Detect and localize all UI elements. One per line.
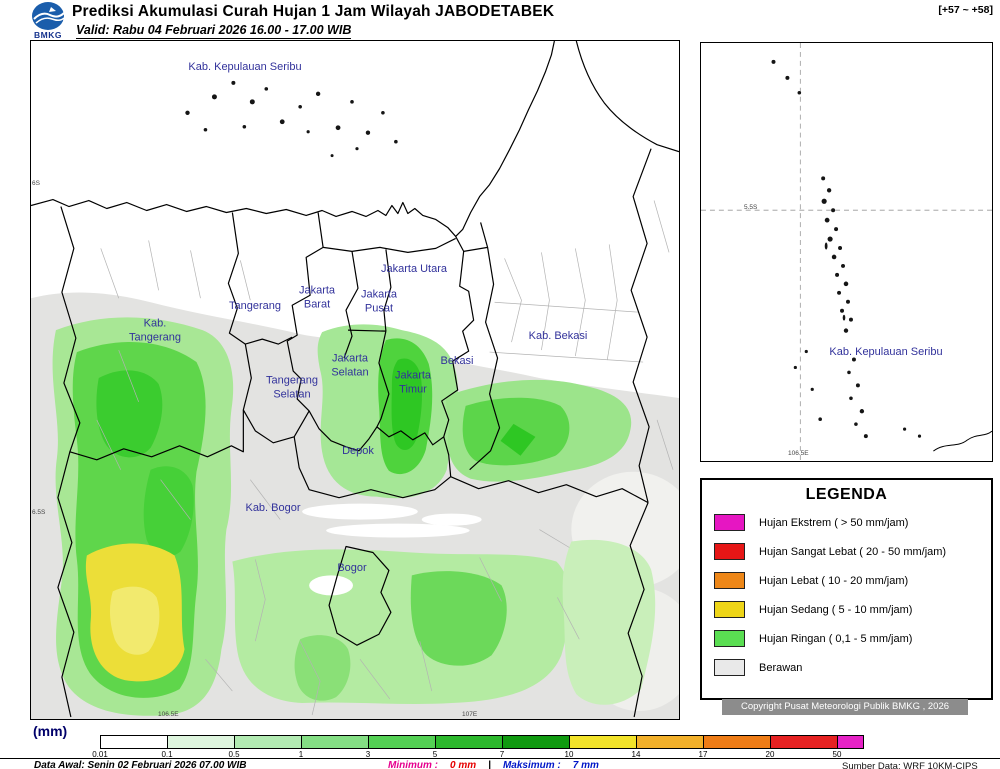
depok-outline [293, 436, 452, 499]
map-label-jakarta-barat: Jakarta Barat [298, 284, 336, 310]
coastline-east [575, 40, 680, 153]
legend-swatch [714, 543, 745, 560]
main-map [30, 40, 697, 720]
map-label-bogor: Bogor [337, 562, 367, 575]
bogor-bekasi-boundary [450, 476, 649, 504]
map-label-kab-bogor: Kab. Bogor [245, 502, 301, 515]
clear-patches [302, 503, 482, 596]
legend-row: Hujan Ringan ( 0,1 - 5 mm/jam) [702, 624, 991, 653]
legend-label: Hujan Sedang ( 5 - 10 mm/jam) [759, 603, 913, 616]
page-title: Prediksi Akumulasi Curah Hujan 1 Jam Wil… [72, 3, 555, 20]
legend-label: Hujan Sangat Lebat ( 20 - 50 mm/jam) [759, 545, 947, 558]
valid-time: Valid: Rabu 04 Februari 2026 16.00 - 17.… [76, 23, 352, 39]
legend-swatch [714, 572, 745, 589]
minmax-line: Minimum : 0 mm | Maksimum : 7 mm [388, 760, 599, 769]
kab-bogor-east [627, 502, 649, 718]
rain-overlay [52, 317, 656, 716]
inset-map [700, 42, 993, 462]
jakarta-outline [286, 212, 475, 452]
map-label-jakarta-utara: Jakarta Utara [380, 263, 448, 276]
legend-label: Hujan Ringan ( 0,1 - 5 mm/jam) [759, 632, 913, 645]
legend-rows: Hujan Ekstrem ( > 50 mm/jam) Hujan Sanga… [702, 508, 991, 682]
legend-row: Hujan Lebat ( 10 - 20 mm/jam) [702, 566, 991, 595]
copyright-bar: Copyright Pusat Meteorologi Publik BMKG … [722, 699, 968, 715]
kota-tangerang-outline [227, 212, 293, 345]
main-map-canvas [30, 40, 697, 719]
bmkg-logo-icon [32, 2, 65, 30]
forecast-hour-offset: [+57 ~ +58] [938, 4, 993, 16]
colorbar-unit: (mm) [33, 723, 68, 739]
legend-row: Hujan Ekstrem ( > 50 mm/jam) [702, 508, 991, 537]
legend-label: Berawan [759, 661, 803, 674]
data-source: Sumber Data: WRF 10KM-CIPS BMKG [842, 761, 978, 769]
kab-bogor-west [57, 451, 75, 718]
legend: LEGENDA Hujan Ekstrem ( > 50 mm/jam) Huj… [700, 478, 993, 700]
map-label-jakarta-selatan: Jakarta Selatan [331, 352, 369, 378]
map-label-tangerang-selatan: Tangerang Selatan [266, 374, 318, 400]
legend-row: Berawan [702, 653, 991, 682]
legend-label: Hujan Lebat ( 10 - 20 mm/jam) [759, 574, 909, 587]
footer-divider [0, 758, 1000, 759]
colorbar-bar [100, 735, 864, 749]
legend-swatch [714, 630, 745, 647]
legend-row: Hujan Sangat Lebat ( 20 - 50 mm/jam) [702, 537, 991, 566]
bmkg-logo-text: BMKG [34, 30, 62, 40]
inset-gridlines [701, 43, 992, 461]
legend-swatch [714, 659, 745, 676]
inset-islands [771, 59, 922, 439]
kab-tangerang-outline [60, 206, 244, 461]
maksimum-value: 7 mm [572, 760, 599, 769]
inset-label-kab-kepulauan-seribu: Kab. Kepulauan Seribu [829, 346, 943, 359]
district-boundaries [30, 40, 680, 718]
legend-swatch [714, 514, 745, 531]
legend-swatch [714, 601, 745, 618]
coastline-west [30, 40, 555, 238]
kota-bekasi-outline [463, 246, 501, 471]
inset-map-canvas [701, 43, 993, 461]
legend-label: Hujan Ekstrem ( > 50 mm/jam) [759, 516, 909, 529]
axis-label-106-5e: 106.5E [158, 711, 179, 718]
map-label-jakarta-pusat: Jakarta Pusat [360, 288, 398, 314]
data-awal: Data Awal: Senin 02 Februari 2026 07.00 … [34, 760, 247, 769]
axis-label-6s: 6S [32, 180, 40, 187]
kecamatan-lines [96, 200, 674, 716]
axis-label-6-5s: 6.5S [32, 509, 46, 516]
inset-axis-label-106-5e: 106.5E [788, 450, 809, 457]
inset-coastline [933, 430, 993, 452]
legend-title: LEGENDA [805, 486, 888, 503]
kab-bekasi-east [630, 148, 652, 503]
inset-axis-label-5-5s: 5.5S [744, 204, 758, 211]
map-label-depok: Depok [342, 445, 374, 458]
minmax-separator: | [488, 760, 491, 769]
map-label-tangerang: Tangerang [229, 300, 281, 313]
legend-row: Hujan Sedang ( 5 - 10 mm/jam) [702, 595, 991, 624]
minimum-label: Minimum : [388, 760, 438, 769]
colorbar-ticks: 0.01 0.1 0.5 1 3 5 7 10 14 17 20 50 [92, 750, 842, 759]
axis-label-107e: 107E [462, 711, 478, 718]
map-label-kab-kepulauan-seribu: Kab. Kepulauan Seribu [188, 61, 302, 74]
map-label-kab-bekasi: Kab. Bekasi [528, 330, 588, 343]
minimum-value: 0 mm [450, 760, 477, 769]
maksimum-label: Maksimum : [502, 760, 561, 769]
map-label-jakarta-timur: Jakarta Timur [394, 369, 432, 395]
kota-bogor-outline [328, 545, 392, 646]
map-label-kab-tangerang: Kab. Tangerang [129, 317, 181, 343]
islands [185, 80, 398, 158]
map-label-bekasi: Bekasi [440, 355, 474, 368]
